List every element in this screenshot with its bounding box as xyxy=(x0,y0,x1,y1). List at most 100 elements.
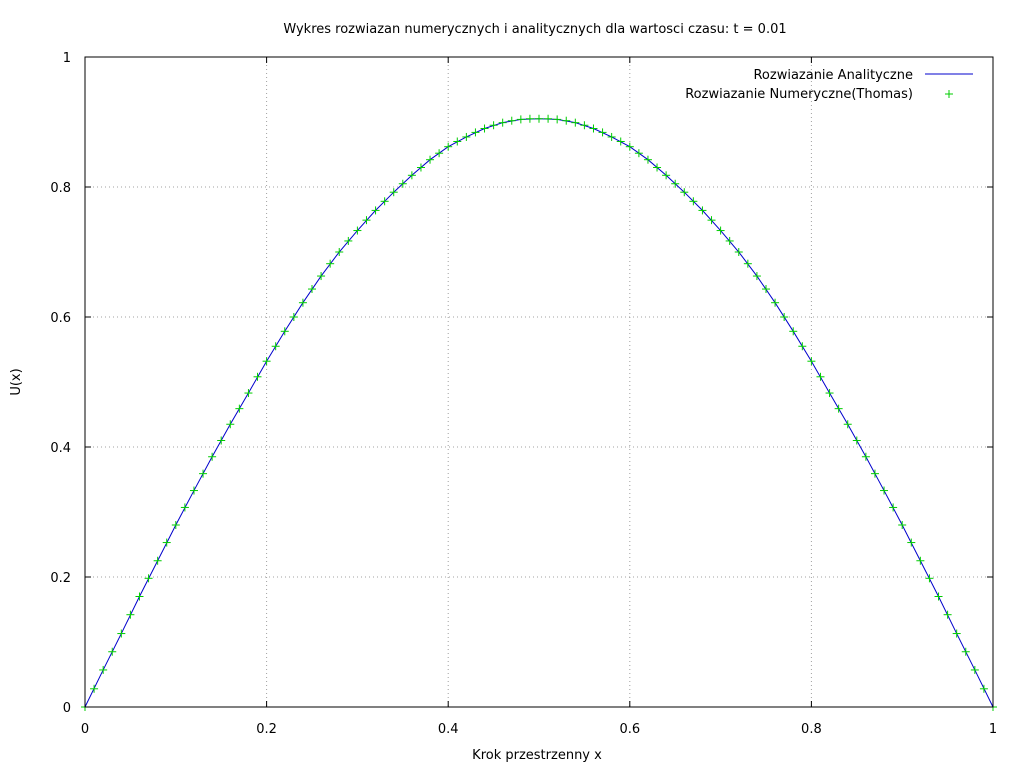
data-point xyxy=(771,298,780,307)
data-point xyxy=(816,372,825,381)
data-point xyxy=(762,285,770,294)
y-tick-label: 0.6 xyxy=(50,311,71,326)
data-point xyxy=(616,137,625,146)
data-point xyxy=(562,116,571,125)
data-point xyxy=(716,226,725,235)
data-point xyxy=(852,436,861,445)
y-tick-label: 0 xyxy=(63,701,71,716)
data-point xyxy=(217,436,226,445)
data-point xyxy=(353,226,362,235)
data-point xyxy=(834,404,843,413)
y-tick-label: 1 xyxy=(63,51,71,66)
data-point xyxy=(90,684,99,693)
data-point xyxy=(571,118,580,127)
y-tick-labels: 0 0.2 0.4 0.6 0.8 1 xyxy=(50,51,71,716)
data-point xyxy=(880,486,889,495)
legend-label-analytic: Rozwiazanie Analityczne xyxy=(753,68,913,83)
data-point xyxy=(516,115,525,124)
y-axis-title: U(x) xyxy=(9,368,24,395)
data-point xyxy=(498,118,507,127)
data-point xyxy=(689,197,698,206)
data-point xyxy=(925,574,934,583)
data-point xyxy=(435,149,444,158)
data-point xyxy=(598,128,607,137)
data-point xyxy=(344,236,353,245)
data-point xyxy=(462,132,471,141)
data-point xyxy=(861,452,870,461)
series-points-numeric xyxy=(81,114,997,711)
data-point xyxy=(298,298,307,307)
data-point xyxy=(535,114,543,123)
data-point xyxy=(825,389,834,398)
data-point xyxy=(916,556,925,565)
data-point xyxy=(226,420,235,429)
data-point xyxy=(480,124,489,133)
data-point xyxy=(271,342,280,351)
x-tick-label: 0 xyxy=(81,722,89,737)
data-point xyxy=(798,342,807,351)
data-point xyxy=(934,592,943,601)
data-point xyxy=(961,647,970,656)
data-point xyxy=(752,272,761,281)
data-point xyxy=(426,155,435,164)
data-point xyxy=(389,188,398,197)
data-point xyxy=(371,206,380,215)
data-point xyxy=(162,538,171,547)
x-tick-label: 0.4 xyxy=(438,722,459,737)
data-point xyxy=(553,115,562,124)
data-point xyxy=(525,114,534,123)
data-point xyxy=(780,313,789,321)
x-tick-label: 0.6 xyxy=(619,722,640,737)
data-point xyxy=(471,128,480,137)
data-point xyxy=(671,179,680,188)
data-point xyxy=(453,137,462,146)
legend-swatch-numeric xyxy=(945,90,953,98)
series-layer xyxy=(81,114,997,711)
data-point xyxy=(126,610,135,619)
data-point xyxy=(108,647,117,656)
data-point xyxy=(326,259,335,268)
data-point xyxy=(979,684,988,693)
data-point xyxy=(889,503,898,512)
data-point xyxy=(698,206,707,215)
data-point xyxy=(952,629,961,638)
data-point xyxy=(380,197,389,206)
data-point xyxy=(507,116,516,125)
data-point xyxy=(444,142,453,151)
x-tick-label: 1 xyxy=(989,722,997,737)
data-point xyxy=(843,420,852,429)
data-point xyxy=(144,574,153,583)
y-tick-label: 0.4 xyxy=(50,441,71,456)
data-point xyxy=(725,236,734,245)
data-point xyxy=(662,171,671,180)
data-point xyxy=(280,327,289,336)
data-point xyxy=(489,121,498,130)
data-point xyxy=(317,272,326,281)
data-point xyxy=(208,452,217,461)
data-point xyxy=(643,155,652,164)
x-tick-label: 0.2 xyxy=(256,722,277,737)
x-axis-title: Krok przestrzenny x xyxy=(472,748,602,763)
grid xyxy=(85,57,993,707)
data-point xyxy=(907,538,916,547)
data-point xyxy=(898,521,907,529)
x-tick-labels: 0 0.2 0.4 0.6 0.8 1 xyxy=(81,722,997,737)
data-point xyxy=(416,163,425,172)
data-point xyxy=(544,114,553,123)
data-point xyxy=(580,121,589,130)
data-point xyxy=(407,171,416,180)
legend: Rozwiazanie Analityczne Rozwiazanie Nume… xyxy=(685,68,973,102)
data-point xyxy=(734,248,743,256)
data-point xyxy=(634,149,643,158)
data-point xyxy=(180,503,189,512)
data-point xyxy=(707,216,716,225)
data-point xyxy=(335,248,344,256)
data-point xyxy=(398,179,407,188)
data-point xyxy=(262,357,271,366)
data-point xyxy=(970,665,979,674)
y-tick-label: 0.2 xyxy=(50,571,71,586)
data-point xyxy=(607,132,616,141)
data-point xyxy=(253,372,262,381)
